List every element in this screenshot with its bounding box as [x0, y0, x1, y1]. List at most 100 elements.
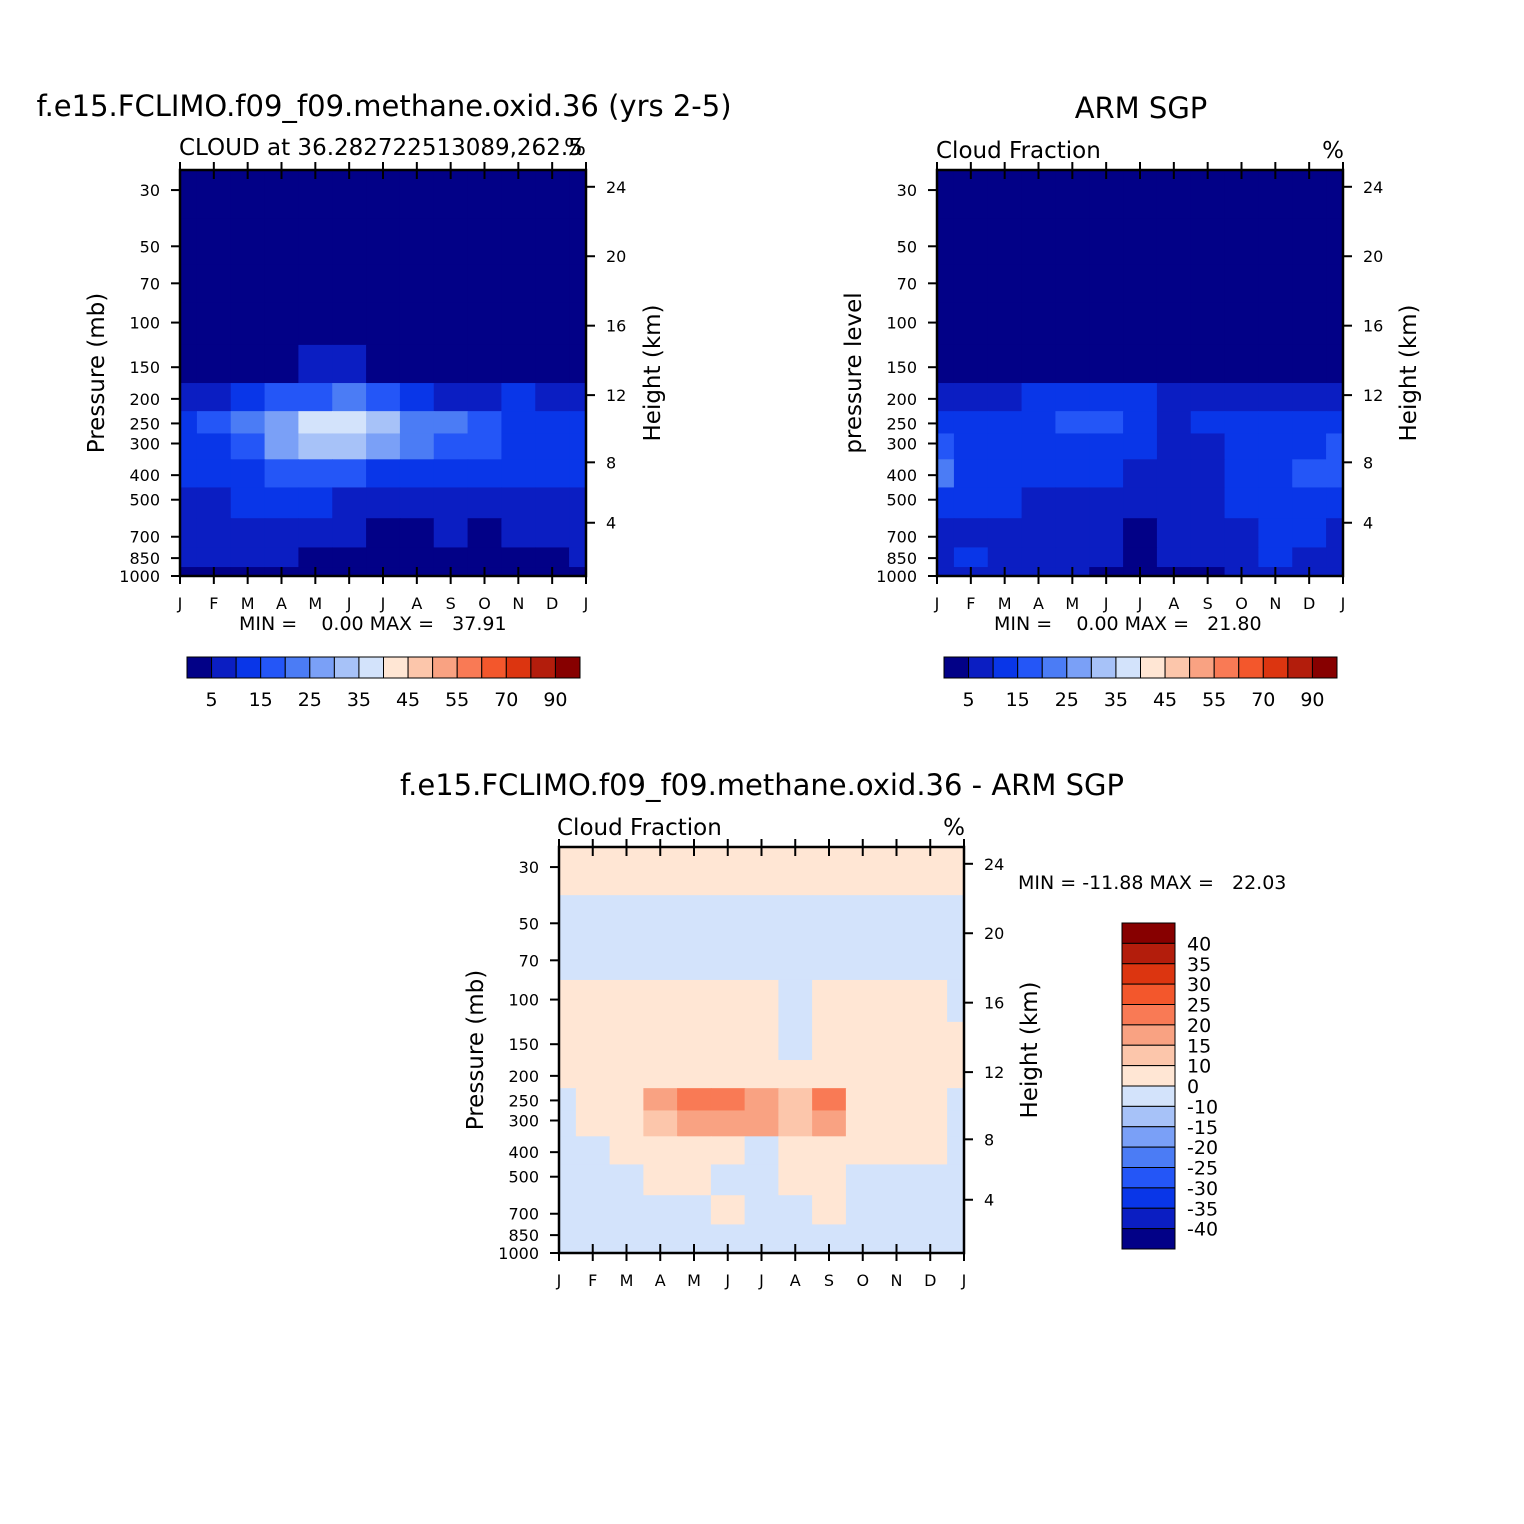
- obs-cell: [1021, 459, 1057, 489]
- diff-cell: [710, 1088, 746, 1112]
- diff-cell: [778, 1110, 813, 1137]
- obs-cell: [1089, 264, 1124, 304]
- model-cell: [230, 302, 266, 346]
- obs-cell: [1190, 383, 1226, 412]
- obs-cell: [1089, 487, 1124, 519]
- obs-height-label: 20: [1363, 247, 1383, 266]
- model-cell: [399, 302, 435, 346]
- model-cell: [569, 487, 587, 519]
- obs-cell: [1292, 383, 1327, 412]
- diff-cell: [947, 847, 965, 896]
- diff-cell: [845, 1060, 881, 1089]
- model-pressure-label: 70: [140, 274, 160, 293]
- diff-colorbar-label: 10: [1187, 1056, 1211, 1078]
- diff-cell: [879, 1164, 914, 1196]
- model-cell: [467, 264, 503, 304]
- model-cell: [230, 433, 266, 460]
- model-cell: [535, 264, 570, 304]
- diff-cell: [677, 1164, 712, 1196]
- obs-cell: [1258, 302, 1293, 346]
- diff-cell: [913, 1224, 948, 1245]
- diff-cell: [913, 1060, 948, 1089]
- model-month-label: O: [478, 594, 491, 613]
- model-cell: [399, 547, 435, 568]
- model-colorbar-label: 15: [249, 689, 273, 711]
- obs-cell: [1123, 218, 1158, 266]
- model-cell: [298, 411, 333, 435]
- model-colorbar-swatch: [407, 656, 434, 679]
- model-cell: [535, 302, 570, 346]
- diff-colorbar-label: 40: [1187, 933, 1211, 955]
- diff-cell: [845, 941, 881, 981]
- obs-cell: [953, 411, 989, 435]
- model-cell: [332, 547, 367, 568]
- obs-cell: [1292, 411, 1327, 435]
- diff-cell: [879, 1021, 914, 1061]
- obs-month-label: D: [1303, 594, 1315, 613]
- obs-cell: [1224, 302, 1260, 346]
- model-colorbar-swatch: [505, 656, 532, 679]
- model-colorbar-swatch: [456, 656, 483, 679]
- obs-cell: [953, 218, 989, 266]
- model-cell: [569, 218, 587, 266]
- diff-colorbar-label: -40: [1187, 1219, 1218, 1241]
- diff-colorbar-swatch: [1121, 1167, 1176, 1189]
- obs-cell: [953, 302, 989, 346]
- diff-colorbar-swatch: [1121, 1044, 1176, 1067]
- obs-pressure-label: 400: [886, 466, 917, 485]
- diff-cell: [677, 979, 712, 1023]
- diff-cell: [778, 1224, 813, 1245]
- model-month-label: M: [241, 594, 255, 613]
- obs-main-title: ARM SGP: [1075, 91, 1208, 125]
- diff-month-label: M: [687, 1271, 701, 1290]
- diff-cell: [947, 1060, 965, 1089]
- obs-month-label: O: [1235, 594, 1248, 613]
- obs-cell: [1326, 383, 1344, 412]
- obs-cell: [1055, 411, 1090, 435]
- model-cell: [180, 170, 198, 219]
- model-ylabel-left: Pressure (mb): [84, 293, 110, 453]
- diff-cell: [778, 1060, 813, 1089]
- diff-cell: [947, 895, 965, 943]
- model-month-label: D: [546, 594, 558, 613]
- model-cell: [264, 518, 300, 549]
- diff-colorbar-swatch: [1121, 1024, 1176, 1046]
- model-cell: [399, 264, 435, 304]
- model-cell: [399, 433, 435, 460]
- model-month-label: J: [177, 594, 183, 613]
- model-colorbar-swatch: [186, 656, 213, 679]
- obs-minmax: MIN = 0.00 MAX = 21.80: [994, 613, 1262, 635]
- model-cell: [501, 487, 536, 519]
- model-cell: [501, 218, 536, 266]
- obs-cell: [1190, 518, 1226, 549]
- model-pressure-label: 700: [129, 528, 160, 547]
- obs-heatmap-cells: [937, 170, 1344, 577]
- model-cell: [298, 302, 333, 346]
- obs-cell: [1258, 433, 1293, 460]
- model-cell: [264, 411, 300, 435]
- model-cell: [180, 567, 198, 577]
- diff-pressure-label: 400: [508, 1143, 539, 1162]
- obs-cell: [1224, 459, 1260, 489]
- obs-cell: [937, 383, 955, 412]
- obs-cell: [1190, 433, 1226, 460]
- model-cell: [332, 383, 367, 412]
- model-cell: [180, 547, 198, 568]
- model-cell: [569, 264, 587, 304]
- obs-cell: [1055, 518, 1090, 549]
- diff-cell: [913, 1021, 948, 1061]
- model-pressure-label: 1000: [119, 567, 160, 586]
- obs-cell: [937, 518, 955, 549]
- model-cell: [298, 487, 333, 519]
- diff-colorbar-label: 25: [1187, 995, 1211, 1017]
- obs-cell: [1156, 518, 1192, 549]
- diff-cell: [744, 1110, 779, 1137]
- diff-cell: [643, 1224, 678, 1245]
- diff-cell: [879, 941, 914, 981]
- diff-height-label: 24: [984, 855, 1004, 874]
- model-month-label: J: [380, 594, 386, 613]
- obs-cell: [1123, 433, 1158, 460]
- diff-height-label: 8: [984, 1130, 994, 1149]
- model-cell: [230, 383, 266, 412]
- obs-pressure-label: 1000: [876, 567, 917, 586]
